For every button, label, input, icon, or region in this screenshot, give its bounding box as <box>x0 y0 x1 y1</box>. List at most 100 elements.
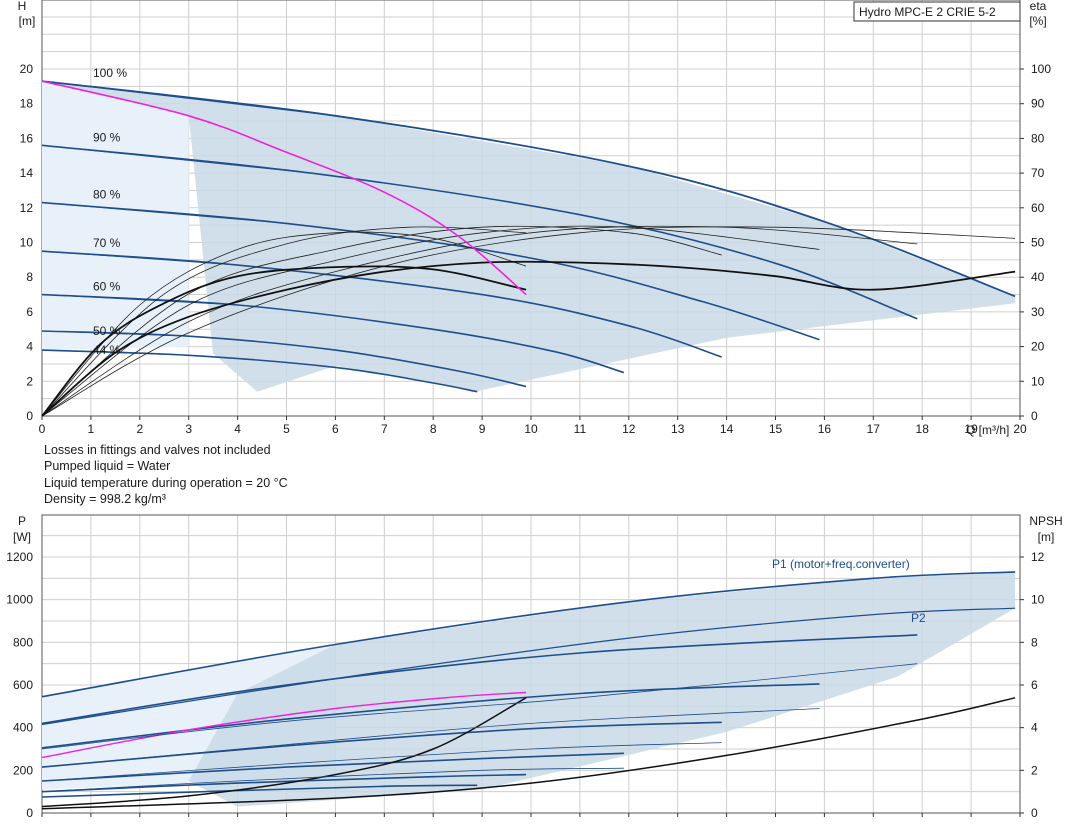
y-tick-label: 0 <box>26 409 33 423</box>
npsh-tick-label: 6 <box>1031 678 1038 692</box>
operating-area <box>42 81 1016 392</box>
eta-curve <box>41 260 1016 417</box>
power-curve <box>41 752 624 782</box>
series-label-p1: P1 (motor+freq.converter) <box>772 557 910 571</box>
power-chart-axes: 0 200 400 600 800 1000 1200 0 2 4 6 8 10 12 <box>6 550 1044 820</box>
head-curve-90 <box>41 144 918 320</box>
power-operating-area <box>188 571 1016 807</box>
power-curve <box>41 683 820 749</box>
eta-curve <box>41 265 527 417</box>
x-tick-label: 16 <box>818 422 832 436</box>
head-curve-80 <box>41 201 820 341</box>
x-tick-label: 15 <box>769 422 783 436</box>
note-liquid: Pumped liquid = Water <box>44 459 170 473</box>
y2-tick-label: 100 <box>1031 62 1051 76</box>
power-chart-operating-areas <box>42 571 1016 807</box>
speed-label: 100 % <box>93 66 127 80</box>
speed-label: 80 % <box>93 188 121 202</box>
x-tick-label: 6 <box>332 422 339 436</box>
y-tick-label: 12 <box>20 201 34 215</box>
power-tick-label: 800 <box>13 635 33 649</box>
y2-tick-label: 10 <box>1031 374 1045 388</box>
head-curve-1pump-50 <box>41 330 189 337</box>
power-axis-unit: [W] <box>13 530 31 544</box>
power-tick-label: 0 <box>26 806 33 820</box>
npsh-curve <box>41 697 527 808</box>
power-axis-label: P <box>18 514 26 528</box>
y-tick-label: 2 <box>26 374 33 388</box>
light-operating-area <box>42 81 189 351</box>
head-curve-1pump-90 <box>41 144 312 174</box>
npsh-tick-label: 0 <box>1031 806 1038 820</box>
y-tick-label: 6 <box>26 305 33 319</box>
speed-label: 44 % <box>93 343 121 357</box>
x-tick-label: 7 <box>381 422 388 436</box>
chart-title: Hydro MPC-E 2 CRIE 5-2 <box>859 5 996 19</box>
head-curve-50 <box>41 330 527 388</box>
eta-curve-thin <box>41 225 722 417</box>
head-curve-100 <box>41 80 1016 298</box>
p2-curve-thin <box>41 742 722 782</box>
npsh-tick-label: 8 <box>1031 635 1038 649</box>
setpoint-power-curve <box>41 691 527 759</box>
npsh-tick-label: 2 <box>1031 763 1038 777</box>
x-tick-label: 19 <box>964 422 978 436</box>
head-curve-60 <box>41 293 625 374</box>
x-tick-label: 3 <box>185 422 192 436</box>
x-tick-label: 1 <box>88 422 95 436</box>
x-tick-label: 0 <box>39 422 46 436</box>
y-tick-label: 10 <box>20 236 34 250</box>
x-tick-label: 18 <box>916 422 930 436</box>
y2-tick-label: 40 <box>1031 270 1045 284</box>
x-tick-label: 9 <box>479 422 486 436</box>
x-tick-label: 5 <box>283 422 290 436</box>
y-tick-label: 16 <box>20 131 34 145</box>
y-tick-label: 14 <box>20 166 34 180</box>
flow-axis-label: Q [m³/h] <box>966 423 1009 437</box>
head-curve-44 <box>41 349 478 393</box>
eta-curve-thin <box>41 231 527 417</box>
x-tick-label: 4 <box>234 422 241 436</box>
head-chart-series: 100 % 90 % 80 % 70 % 60 % 50 % 44 % <box>41 66 1016 417</box>
x-tick-label: 8 <box>430 422 437 436</box>
y2-tick-label: 70 <box>1031 166 1045 180</box>
eta-curve-thin <box>41 225 820 417</box>
note-losses: Losses in fittings and valves not includ… <box>44 443 271 457</box>
p2-curve-thin <box>41 767 624 793</box>
x-tick-label: 14 <box>720 422 734 436</box>
y-tick-label: 8 <box>26 270 33 284</box>
head-axis-label: H <box>18 0 27 13</box>
power-curve <box>41 634 918 725</box>
power-tick-label: 200 <box>13 763 33 777</box>
head-curve-1pump-80 <box>41 202 287 224</box>
x-tick-label: 2 <box>136 422 143 436</box>
head-chart-axes: 0 1 2 3 4 5 6 7 8 9 10 11 12 13 14 15 16 17 18 19 2002468101… <box>20 62 1052 436</box>
eta-curve-thin <box>41 225 918 417</box>
npsh-axis-label: NPSH <box>1029 514 1062 528</box>
power-chart-series <box>41 571 1016 810</box>
power-curve <box>41 784 478 798</box>
y2-tick-label: 0 <box>1031 409 1038 423</box>
p2-curve-thin <box>41 708 820 768</box>
eta-curve-thin <box>41 226 1016 417</box>
x-tick-label: 10 <box>524 422 538 436</box>
npsh-tick-label: 10 <box>1031 593 1045 607</box>
y2-tick-label: 20 <box>1031 340 1045 354</box>
eta-axis-label: eta <box>1030 0 1047 13</box>
chart-title-box <box>853 1 1021 22</box>
y2-tick-label: 50 <box>1031 236 1045 250</box>
speed-label: 90 % <box>93 130 121 144</box>
note-temperature: Liquid temperature during operation = 20… <box>44 476 288 490</box>
eta-axis-unit: [%] <box>1029 14 1046 28</box>
x-tick-label: 13 <box>671 422 685 436</box>
speed-label: 50 % <box>93 324 121 338</box>
power-curve <box>41 773 527 793</box>
head-curve-1pump-100 <box>41 80 336 117</box>
npsh-tick-label: 4 <box>1031 721 1038 735</box>
x-tick-label: 11 <box>574 422 587 436</box>
y-tick-label: 20 <box>20 62 34 76</box>
head-curve-1pump-60 <box>41 294 238 306</box>
p2-curve-thin <box>41 663 918 750</box>
x-tick-label: 17 <box>867 422 881 436</box>
head-axis-unit: [m] <box>19 14 36 28</box>
